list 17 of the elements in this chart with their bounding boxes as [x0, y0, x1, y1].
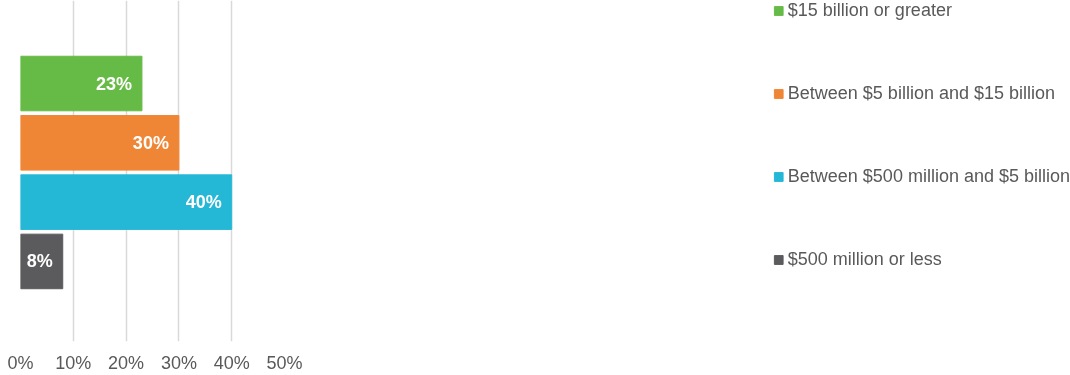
x-tick-label: 20%	[108, 352, 145, 373]
data-label: 8%	[26, 251, 53, 272]
data-label: 23%	[95, 73, 132, 94]
bar	[20, 55, 143, 112]
x-tick-label: 10%	[55, 352, 92, 373]
x-tick-label: 30%	[160, 352, 197, 373]
data-label: 30%	[132, 132, 169, 153]
legend-label: Between $500 million and $5 billion	[787, 166, 1070, 187]
x-tick-label: 0%	[7, 352, 34, 373]
legend-label: $500 million or less	[787, 249, 942, 270]
legend-label: $15 billion or greater	[787, 0, 952, 21]
x-tick-label: 40%	[213, 352, 250, 373]
bar	[20, 174, 233, 230]
bar	[20, 115, 180, 171]
data-label: 40%	[185, 192, 222, 213]
x-tick-label: 50%	[266, 352, 303, 373]
legend-label: Between $5 billion and $15 billion	[787, 83, 1055, 104]
